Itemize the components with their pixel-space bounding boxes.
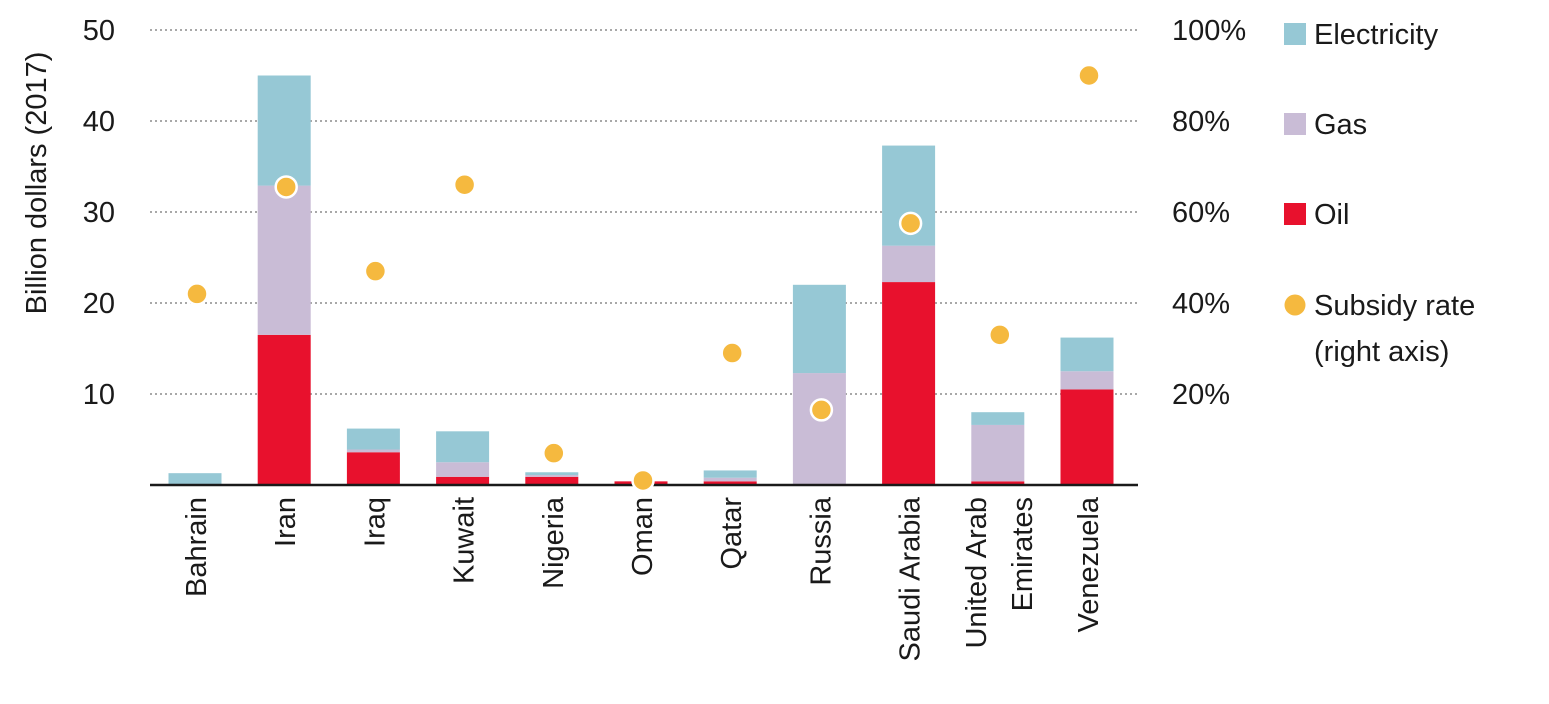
bar-electricity-segment <box>792 284 846 374</box>
category-label: Russia <box>805 496 837 586</box>
y2-tick-label: 20% <box>1172 379 1230 411</box>
legend-label: Electricity <box>1314 19 1439 51</box>
legend-label: Gas <box>1314 109 1367 141</box>
bar-electricity-segment <box>525 472 579 475</box>
right-axis-ticks: 20% 40% 60% 80% 100% <box>1172 15 1246 411</box>
subsidy-rate-point <box>898 211 923 236</box>
legend-label-line: (right axis) <box>1314 336 1449 368</box>
subsidy-rate-point <box>1077 63 1101 88</box>
category-label-line: Bahrain <box>181 497 213 597</box>
category-label: Iraq <box>359 497 391 547</box>
legend-label-line: Oil <box>1314 199 1349 231</box>
category-label: Venezuela <box>1073 496 1105 632</box>
subsidy-rate-point <box>274 175 298 199</box>
legend-label-line: Electricity <box>1314 19 1439 51</box>
bar-oil-segment <box>882 282 936 485</box>
left-axis-ticks: 10 20 30 40 50 <box>83 15 115 411</box>
subsidy-rate-point <box>809 398 834 422</box>
legend-label: Oil <box>1314 199 1349 231</box>
y2-tick-label: 100% <box>1172 15 1246 47</box>
bar-gas-segment <box>703 477 757 482</box>
bar-gas-segment <box>1060 371 1114 390</box>
bar-oil-segment <box>703 481 757 485</box>
category-label-line: Qatar <box>716 497 748 570</box>
bar-electricity-segment <box>1060 337 1114 372</box>
bar-gas-segment <box>257 185 311 335</box>
bar-gas-segment <box>525 474 579 477</box>
bar-electricity-segment <box>436 431 490 463</box>
category-label: Saudi Arabia <box>895 496 927 661</box>
bar-oil-segment <box>525 476 579 485</box>
category-label-line: Venezuela <box>1073 496 1105 632</box>
category-label-line: Kuwait <box>449 497 481 584</box>
bar-electricity-segment <box>257 75 311 186</box>
category-label-line: Nigeria <box>538 496 570 589</box>
legend: Electricity Gas Oil Subsidy rate (right axis… <box>1284 19 1475 368</box>
y-axis-title: Billion dollars (2017) <box>21 52 53 315</box>
y-tick-label: 40 <box>83 106 115 138</box>
subsidy-rate-point <box>720 341 744 365</box>
bar-oil-segment <box>346 452 400 485</box>
bar-gas-segment <box>882 245 936 283</box>
category-label-line: Iraq <box>359 497 391 547</box>
y2-tick-label: 40% <box>1172 288 1230 320</box>
legend-label: Subsidy rate (right axis) <box>1314 290 1475 368</box>
subsidy-rate-points <box>185 63 1101 493</box>
category-label: Oman <box>627 497 659 576</box>
bar-gas-segment <box>436 462 490 477</box>
category-label: Qatar <box>716 497 748 570</box>
category-label-line: Emirates <box>1007 497 1039 611</box>
bar-oil-segment <box>1060 389 1114 485</box>
subsidy-rate-point <box>452 172 477 197</box>
y2-tick-label: 80% <box>1172 106 1230 138</box>
legend-label-line: Gas <box>1314 109 1367 141</box>
category-label: Bahrain <box>181 497 213 597</box>
y-tick-label: 20 <box>83 288 115 320</box>
category-label: United Arab Emirates <box>961 497 1039 649</box>
bar-oil-segment <box>257 334 311 485</box>
bar-electricity-segment <box>346 428 400 450</box>
subsidy-rate-point <box>988 323 1012 347</box>
bar-electricity-segment <box>168 473 222 485</box>
bars <box>168 75 1114 485</box>
category-label-line: Saudi Arabia <box>895 496 927 661</box>
bar-gas-segment <box>792 373 846 485</box>
category-label: Kuwait <box>449 497 481 584</box>
category-label-line: Russia <box>805 496 837 586</box>
bar-oil-segment <box>971 481 1025 485</box>
bar-electricity-segment <box>703 470 757 478</box>
legend-swatch <box>1284 23 1306 45</box>
subsidy-rate-point <box>542 441 566 465</box>
legend-label-line: Subsidy rate <box>1314 290 1475 322</box>
category-label-line: Iran <box>270 497 302 547</box>
category-labels: Bahrain Iran Iraq Kuwait Nigeria Oman Qatar Rus… <box>181 496 1105 661</box>
y-tick-label: 30 <box>83 197 115 229</box>
category-label-line: United Arab <box>961 497 993 649</box>
bar-oil-segment <box>436 476 490 485</box>
legend-swatch <box>1284 113 1306 135</box>
category-label: Nigeria <box>538 496 570 589</box>
category-label: Iran <box>270 497 302 547</box>
y-tick-label: 50 <box>83 15 115 47</box>
y2-tick-label: 60% <box>1172 197 1230 229</box>
legend-swatch <box>1284 203 1306 225</box>
legend-swatch <box>1284 294 1306 316</box>
category-label-line: Oman <box>627 497 659 576</box>
bar-gas-segment <box>971 424 1025 482</box>
subsidy-rate-point <box>185 282 209 306</box>
y-tick-label: 10 <box>83 379 115 411</box>
bar-gas-segment <box>346 449 400 453</box>
subsidy-rate-point <box>363 259 388 283</box>
subsidy-rate-point <box>631 468 655 493</box>
bar-electricity-segment <box>971 412 1025 425</box>
